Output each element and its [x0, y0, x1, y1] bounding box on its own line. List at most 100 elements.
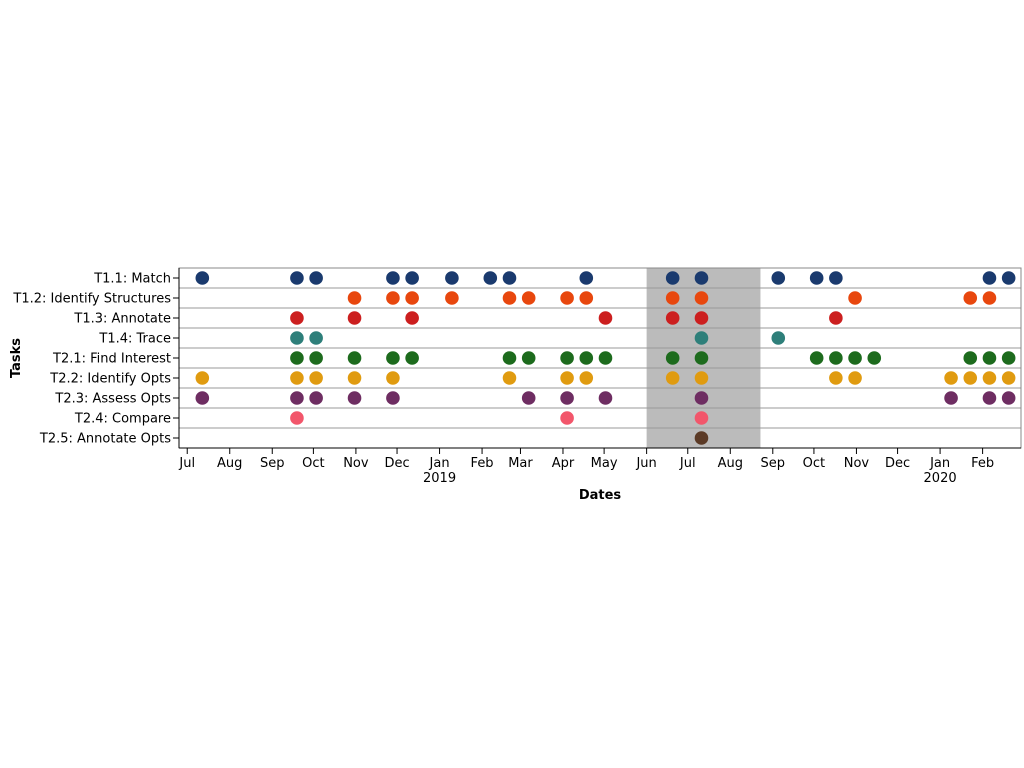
data-point — [386, 371, 400, 385]
x-tick-label: Feb — [971, 456, 994, 471]
data-point — [502, 371, 517, 385]
x-year-label: 2019 — [423, 471, 456, 486]
data-point — [347, 291, 362, 305]
data-point — [560, 371, 574, 385]
data-point — [521, 291, 536, 305]
data-point — [195, 371, 210, 385]
data-point — [309, 351, 323, 365]
data-point — [502, 271, 517, 285]
x-tick-label: Apr — [552, 456, 575, 471]
data-point — [829, 271, 843, 285]
data-point — [598, 391, 613, 405]
data-point — [309, 391, 323, 405]
data-point — [405, 271, 419, 285]
data-point — [848, 291, 862, 305]
data-point — [347, 311, 362, 325]
data-point — [521, 391, 536, 405]
data-point — [809, 271, 824, 285]
y-tick-label: T1.4: Trace — [98, 332, 171, 347]
data-point — [386, 271, 400, 285]
y-tick-label: T2.1: Find Interest — [52, 352, 171, 367]
data-point — [1001, 391, 1016, 405]
x-axis-title: Dates — [579, 488, 622, 503]
x-tick-label: Jan — [929, 456, 950, 471]
data-point — [309, 331, 323, 345]
data-point — [694, 291, 709, 305]
data-point — [290, 351, 304, 365]
data-point — [694, 371, 709, 385]
data-point — [963, 371, 978, 385]
data-point — [694, 271, 709, 285]
y-axis-title: Tasks — [9, 338, 24, 378]
x-tick-label: Dec — [885, 456, 910, 471]
data-point — [598, 311, 613, 325]
data-point — [386, 391, 400, 405]
x-tick-label: Jul — [178, 456, 195, 471]
data-point — [290, 371, 304, 385]
x-tick-label: Jul — [679, 456, 696, 471]
data-point — [579, 291, 594, 305]
data-point — [386, 351, 400, 365]
data-point — [771, 271, 786, 285]
data-point — [521, 351, 536, 365]
data-point — [502, 291, 517, 305]
y-tick-label: T1.3: Annotate — [73, 312, 171, 327]
data-point — [598, 351, 613, 365]
data-point — [290, 271, 304, 285]
data-point — [579, 271, 594, 285]
data-point — [579, 351, 594, 365]
x-tick-label: Sep — [260, 456, 285, 471]
data-point — [309, 371, 323, 385]
data-point — [694, 411, 709, 425]
data-point — [809, 351, 824, 365]
data-point — [694, 391, 709, 405]
data-point — [694, 431, 709, 445]
data-point — [1001, 351, 1016, 365]
x-tick-label: Aug — [718, 456, 743, 471]
data-point — [694, 351, 709, 365]
x-tick-label: Dec — [384, 456, 409, 471]
data-point — [290, 391, 304, 405]
data-point — [982, 271, 997, 285]
data-point — [982, 351, 997, 365]
data-point — [665, 371, 680, 385]
data-point — [665, 351, 680, 365]
data-point — [944, 371, 958, 385]
x-tick-label: Sep — [761, 456, 786, 471]
data-point — [309, 271, 323, 285]
x-tick-label: Jan — [429, 456, 450, 471]
data-point — [829, 351, 843, 365]
x-tick-label: Aug — [217, 456, 242, 471]
data-point — [694, 331, 709, 345]
data-point — [290, 331, 304, 345]
data-point — [290, 411, 304, 425]
x-tick-label: Nov — [343, 456, 369, 471]
data-point — [445, 271, 459, 285]
x-tick-label: Nov — [844, 456, 870, 471]
y-tick-label: T2.5: Annotate Opts — [39, 432, 171, 447]
data-point — [347, 371, 362, 385]
data-point — [944, 391, 958, 405]
data-point — [560, 411, 574, 425]
data-point — [848, 371, 862, 385]
data-point — [405, 351, 419, 365]
data-point — [665, 311, 680, 325]
x-tick-label: Feb — [471, 456, 494, 471]
data-point — [386, 291, 400, 305]
data-point — [195, 271, 210, 285]
data-point — [963, 351, 978, 365]
x-tick-label: Oct — [803, 456, 825, 471]
data-point — [560, 391, 574, 405]
x-tick-label: Jun — [635, 456, 656, 471]
y-tick-label: T1.2: Identify Structures — [12, 292, 171, 307]
x-tick-label: May — [591, 456, 618, 471]
y-tick-label: T1.1: Match — [93, 272, 171, 287]
y-tick-label: T2.2: Identify Opts — [49, 372, 171, 387]
data-point — [963, 291, 978, 305]
data-point — [445, 291, 459, 305]
gridline-layer — [179, 287, 1021, 429]
x-year-label: 2020 — [924, 471, 957, 486]
data-point-layer — [195, 271, 1016, 445]
data-point — [347, 391, 362, 405]
